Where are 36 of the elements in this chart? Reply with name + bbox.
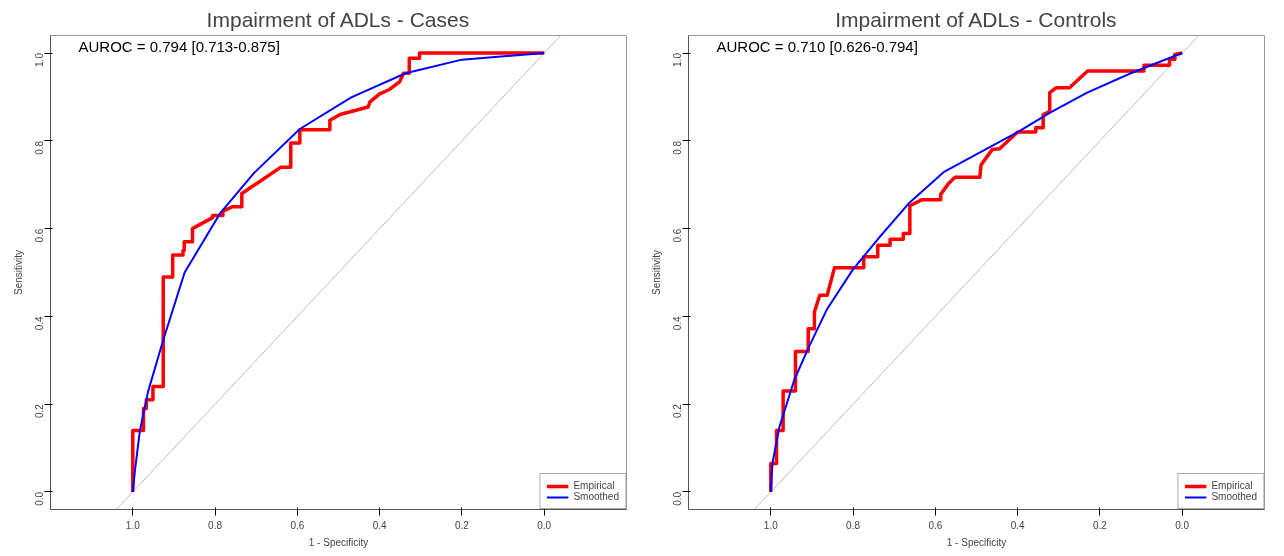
x-tick-label: 0.8 <box>846 519 861 531</box>
y-axis-title: Sensitivity <box>12 249 24 296</box>
x-tick-label: 0.8 <box>208 519 223 531</box>
legend-label: Smoothed <box>573 491 619 502</box>
x-tick-label: 0.6 <box>928 519 943 531</box>
y-tick-label: 0.6 <box>34 228 46 243</box>
y-tick-label: 0.6 <box>672 228 684 243</box>
legend-label: Empirical <box>1211 480 1253 491</box>
chart-title: Impairment of ADLs - Cases <box>206 7 470 31</box>
x-tick-label: 0.2 <box>454 519 470 531</box>
y-tick-label: 0.4 <box>672 315 684 331</box>
y-tick-label: 0.8 <box>672 140 684 155</box>
y-tick-label: 0.0 <box>672 491 684 506</box>
annotation: AUROC = 0.794 [0.713-0.875] <box>78 37 280 55</box>
y-tick-label: 0.0 <box>34 491 46 506</box>
x-axis-title: 1 - Specificity <box>308 536 369 548</box>
annotation: AUROC = 0.710 [0.626-0.794] <box>716 37 918 55</box>
x-tick-label: 1.0 <box>763 519 779 531</box>
y-tick-label: 0.2 <box>34 403 46 419</box>
x-tick-label: 0.4 <box>1010 519 1026 531</box>
x-tick-label: 0.2 <box>1092 519 1108 531</box>
x-tick-label: 0.0 <box>537 519 552 531</box>
y-tick-label: 1.0 <box>672 52 684 67</box>
y-axis-title: Sensitivity <box>650 249 662 296</box>
y-tick-label: 0.2 <box>672 403 684 419</box>
chart-title: Impairment of ADLs - Controls <box>835 7 1117 31</box>
x-tick-label: 0.6 <box>290 519 305 531</box>
y-tick-label: 0.8 <box>34 140 46 155</box>
x-axis-title: 1 - Specificity <box>946 536 1007 548</box>
x-tick-label: 1.0 <box>125 519 141 531</box>
x-tick-label: 0.4 <box>372 519 388 531</box>
legend-label: Empirical <box>573 480 615 491</box>
y-tick-label: 0.4 <box>34 315 46 331</box>
y-tick-label: 1.0 <box>34 52 46 67</box>
legend-label: Smoothed <box>1211 491 1257 502</box>
x-tick-label: 0.0 <box>1175 519 1190 531</box>
